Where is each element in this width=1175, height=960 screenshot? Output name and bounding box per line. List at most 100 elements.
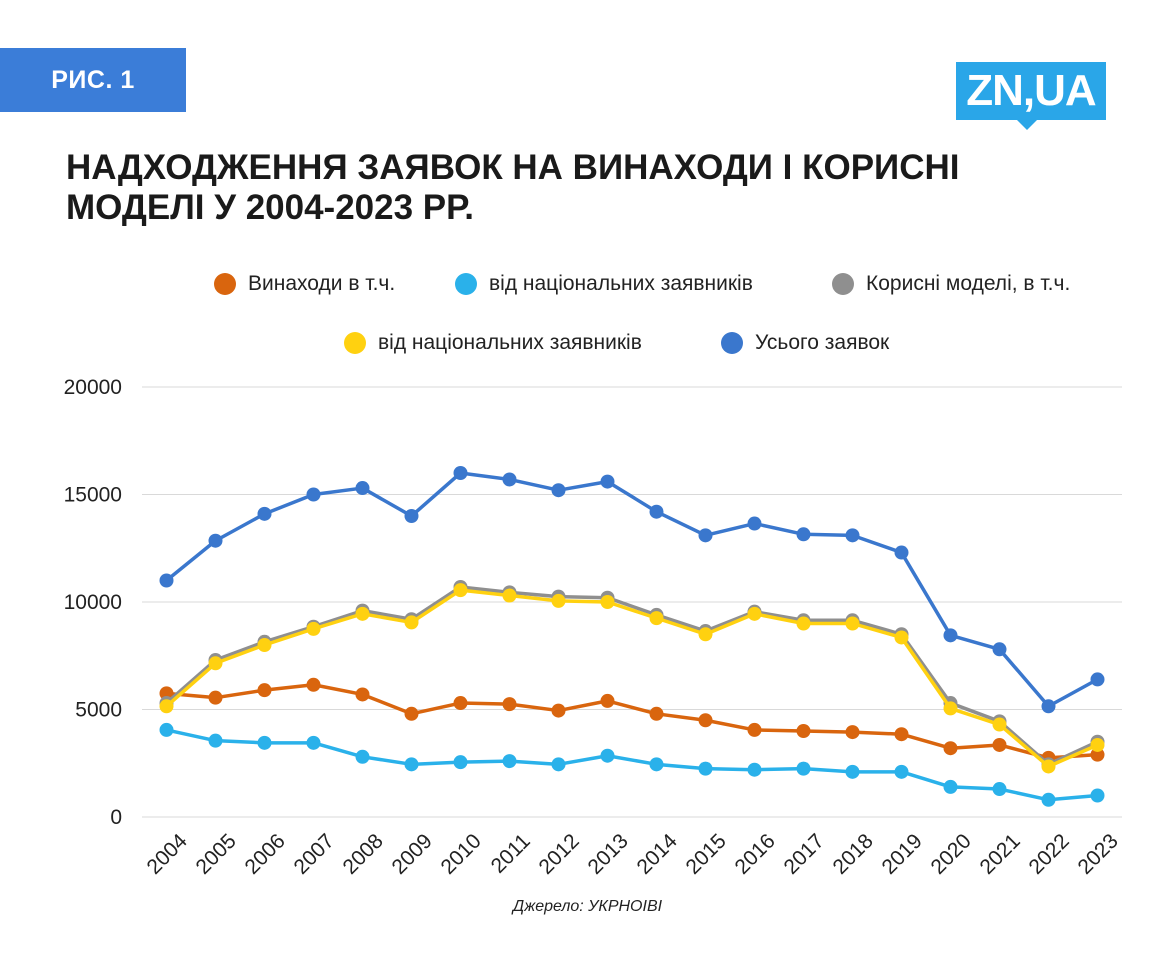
data-point — [992, 782, 1007, 797]
data-point — [306, 487, 321, 502]
data-point — [698, 528, 713, 543]
data-point — [747, 606, 762, 621]
series-line-4 — [165, 471, 1099, 709]
series-line-2 — [165, 585, 1099, 767]
data-point — [551, 483, 566, 498]
data-point — [845, 764, 860, 779]
data-point — [306, 621, 321, 636]
data-point — [845, 725, 860, 740]
series-line-0 — [166, 683, 1098, 760]
x-tick-label: 2022 — [1025, 830, 1074, 879]
data-point — [502, 472, 517, 487]
data-point — [943, 741, 958, 756]
x-tick-label: 2011 — [487, 830, 535, 878]
data-point — [796, 527, 811, 542]
legend-label: Винаходи в т.ч. — [248, 272, 396, 295]
data-point — [796, 724, 811, 738]
data-point — [894, 727, 909, 742]
chart-title: НАДХОДЖЕННЯ ЗАЯВОК НА ВИНАХОДИ І КОРИСНІ… — [66, 148, 960, 227]
data-point — [747, 722, 762, 737]
data-point — [404, 615, 419, 630]
x-tick-label: 2005 — [192, 830, 241, 879]
data-point — [600, 693, 615, 708]
x-tick-label: 2007 — [290, 830, 339, 879]
data-point — [208, 656, 223, 671]
logo-speech-tail-icon — [1015, 118, 1039, 130]
legend-marker — [455, 273, 477, 295]
x-tick-label: 2010 — [437, 830, 486, 879]
legend-item-inventions: Винаходи в т.ч. — [214, 272, 395, 296]
data-point — [600, 474, 615, 489]
x-tick-label: 2009 — [388, 830, 437, 879]
data-point — [257, 683, 272, 698]
legend-label: від національних заявників — [489, 272, 753, 295]
data-point — [208, 533, 223, 548]
data-point — [355, 749, 370, 764]
x-tick-label: 2023 — [1074, 830, 1123, 879]
legend-marker — [214, 273, 236, 295]
legend-marker — [832, 273, 854, 295]
y-tick-label: 20000 — [64, 376, 122, 399]
x-tick-label: 2016 — [731, 830, 780, 879]
x-tick-label: 2019 — [878, 830, 927, 879]
x-tick-label: 2014 — [633, 829, 683, 879]
data-point — [845, 616, 860, 631]
legend-label: від національних заявників — [378, 331, 642, 354]
data-point — [894, 630, 909, 645]
x-tick-label: 2012 — [535, 830, 584, 879]
legend-label: Корисні моделі, в т.ч. — [866, 272, 1071, 295]
legend-item-total: Усього заявок — [721, 331, 889, 355]
legend-marker — [344, 332, 366, 354]
series-line-3 — [165, 588, 1099, 769]
data-point — [747, 762, 762, 777]
data-point — [159, 722, 174, 737]
data-point — [992, 642, 1007, 657]
data-point — [845, 528, 860, 543]
data-point — [355, 606, 370, 621]
data-point — [404, 757, 419, 772]
data-point — [1090, 747, 1105, 762]
x-tick-label: 2006 — [241, 830, 290, 879]
data-point — [551, 757, 566, 772]
data-point — [551, 593, 566, 608]
data-point — [747, 516, 762, 531]
zn-ua-logo: ZN,UA — [956, 62, 1106, 120]
data-point — [649, 611, 664, 626]
data-point — [208, 690, 223, 705]
data-point — [1041, 699, 1056, 714]
y-tick-label: 0 — [110, 806, 122, 829]
data-point — [306, 677, 321, 692]
series-line-1 — [166, 728, 1098, 802]
data-point — [306, 735, 321, 750]
x-tick-label: 2017 — [780, 830, 829, 879]
x-tick-label: 2013 — [584, 830, 633, 879]
x-tick-label: 2015 — [682, 830, 731, 879]
data-point — [355, 481, 370, 496]
data-point — [943, 779, 958, 794]
data-point — [894, 764, 909, 779]
data-point — [649, 706, 664, 721]
data-point — [159, 573, 174, 588]
data-point — [502, 697, 517, 712]
data-point — [600, 595, 615, 609]
data-point — [453, 466, 468, 480]
data-point — [943, 628, 958, 643]
data-point — [208, 733, 223, 748]
data-point — [1090, 737, 1105, 752]
source-note: Джерело: УКРНОІВІ — [512, 898, 663, 915]
data-point — [600, 748, 615, 763]
data-point — [453, 696, 468, 711]
data-point — [159, 699, 174, 714]
figure-label: РИС. 1 — [0, 48, 186, 112]
data-point — [1041, 759, 1056, 774]
data-point — [943, 701, 958, 716]
data-point — [698, 761, 713, 776]
x-tick-label: 2020 — [927, 830, 976, 879]
y-tick-label: 15000 — [64, 484, 122, 507]
data-point — [257, 638, 272, 652]
data-point — [894, 545, 909, 560]
data-point — [453, 755, 468, 770]
data-point — [1090, 788, 1105, 803]
legend-item-national-inventions: від національних заявників — [455, 272, 753, 296]
